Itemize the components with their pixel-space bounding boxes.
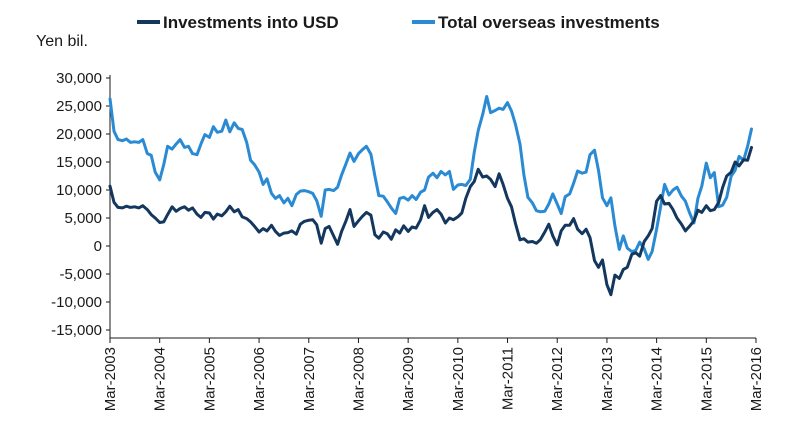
- tick-layer: 30,000 25,000 20,000 15,000 10,000 5,000 0 -5,0…: [51, 70, 765, 411]
- y-tick-label: 10,000: [56, 182, 102, 199]
- legend-label-investments-into-usd: Investments into USD: [163, 13, 339, 32]
- x-tick-label: Mar-2004: [152, 347, 169, 411]
- x-tick-label: Mar-2003: [102, 347, 119, 411]
- x-tick-label: Mar-2011: [500, 347, 517, 410]
- y-tick-label: 5,000: [64, 210, 102, 227]
- y-axis-unit-label: Yen bil.: [36, 33, 88, 50]
- x-tick-label: Mar-2014: [649, 347, 666, 411]
- series-layer: [108, 95, 753, 297]
- y-tick-label: -15,000: [51, 322, 102, 339]
- legend-label-total-overseas-investments: Total overseas investments: [438, 13, 660, 32]
- x-tick-label: Mar-2005: [201, 347, 218, 411]
- x-tick-label: Mar-2006: [251, 347, 268, 411]
- x-tick-label: Mar-2008: [350, 347, 367, 411]
- x-tick-label: Mar-2013: [599, 347, 616, 411]
- legend: Investments into USD Total overseas inve…: [137, 13, 660, 32]
- x-tick-label: Mar-2012: [549, 347, 566, 411]
- x-tick-label: Mar-2015: [698, 347, 715, 411]
- x-tick-label: Mar-2007: [301, 347, 318, 411]
- y-tick-label: 30,000: [56, 70, 102, 87]
- x-tick-label: Mar-2016: [748, 347, 765, 411]
- series-line-investments-into-usd: [108, 145, 753, 297]
- y-tick-label: -10,000: [51, 294, 102, 311]
- y-tick-label: 15,000: [56, 154, 102, 171]
- x-tick-label: Mar-2010: [450, 347, 467, 411]
- y-tick-label: 20,000: [56, 126, 102, 143]
- y-tick-label: 0: [94, 238, 102, 255]
- y-tick-label: -5,000: [59, 266, 102, 283]
- series-line-total-overseas-investments: [108, 95, 753, 261]
- y-tick-label: 25,000: [56, 98, 102, 115]
- x-tick-label: Mar-2009: [400, 347, 417, 411]
